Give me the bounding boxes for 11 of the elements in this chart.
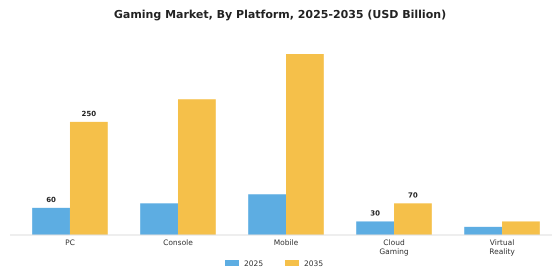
bar [178,99,216,235]
bar [356,221,394,235]
bar [502,221,540,235]
bar [464,226,502,235]
chart-title: Gaming Market, By Platform, 2025-2035 (USD Billion) [114,8,446,21]
bar [286,54,324,235]
bar [32,208,70,235]
bar [248,194,286,235]
bar [70,122,108,235]
bar [394,203,432,235]
bar [140,203,178,235]
